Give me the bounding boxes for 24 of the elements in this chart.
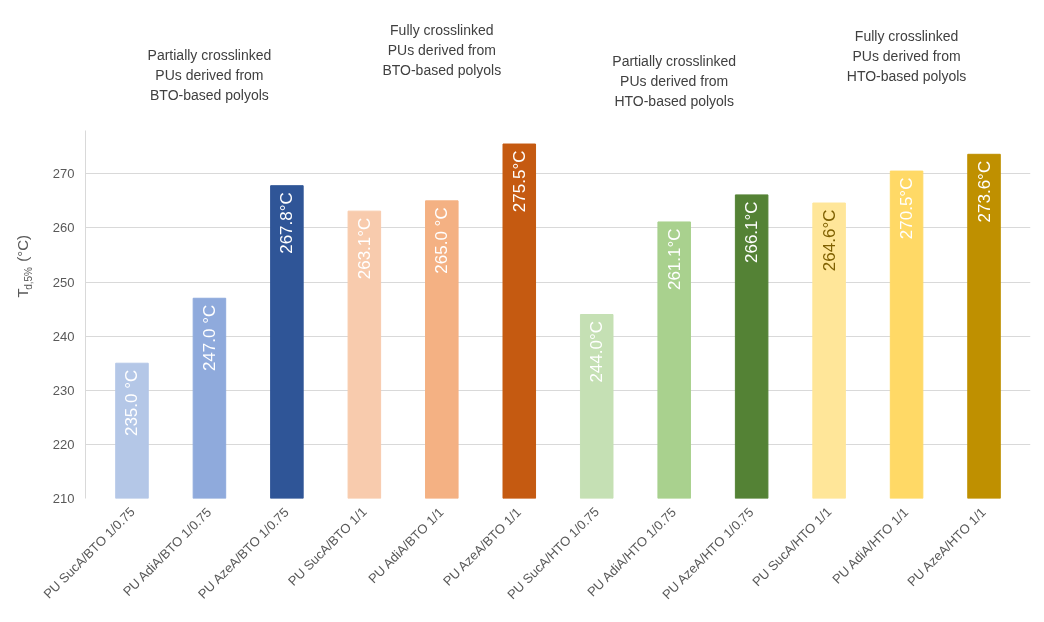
data-label: 244.0°C (587, 320, 607, 383)
data-label: 267.8°C (277, 192, 297, 254)
y-axis-title: Td,5% (°C) (14, 234, 34, 298)
data-label: 266.1°C (742, 201, 762, 264)
y-tick-label: 260 (52, 220, 75, 236)
text: Partially crosslinked PUs derived from HTO-based polyols (612, 52, 737, 109)
data-label: 265.0 °C (432, 207, 452, 274)
data-label: 263.1°C (354, 217, 374, 280)
data-label: 235.0 °C (122, 369, 142, 437)
text: Fully crosslinked PUs derived from HTO-based polyols (846, 28, 967, 85)
data-label: 270.5°C (897, 177, 917, 240)
y-tick-label: 220 (52, 436, 75, 452)
data-label: 261.1°C (664, 228, 684, 291)
data-label: 247.0 °C (199, 304, 219, 372)
y-tick-label: 230 (52, 382, 75, 398)
y-tick-label: 250 (52, 274, 75, 290)
y-tick-label: 270 (52, 166, 75, 182)
text: Fully crosslinked PUs derived from BTO-based polyols (382, 21, 502, 78)
y-tick-label: 210 (52, 491, 75, 506)
data-label: 275.5°C (509, 150, 529, 213)
y-tick-label: 240 (52, 328, 75, 344)
text: Partially crosslinked PUs derived from BTO-based polyols (147, 47, 272, 104)
data-label: 273.6°C (974, 160, 994, 223)
data-label: 264.6°C (819, 209, 839, 272)
